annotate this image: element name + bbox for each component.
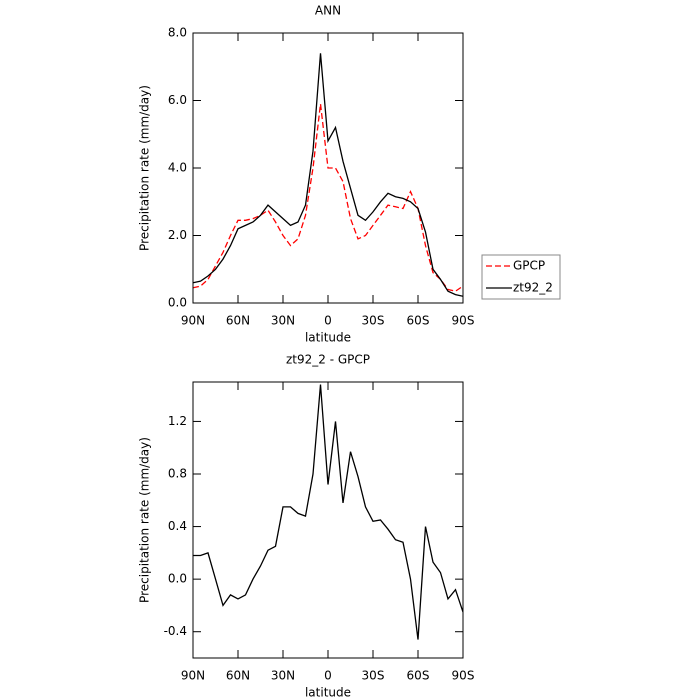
- y-tick-label: 0.4: [168, 519, 187, 533]
- legend-box: [481, 254, 561, 300]
- x-tick-label: 0: [324, 314, 332, 328]
- y-tick-label: 2.0: [168, 228, 187, 242]
- y-tick-label: -0.4: [164, 624, 187, 638]
- y-tick-label: 0.0: [168, 296, 187, 310]
- y-axis-label: Precipitation rate (mm/day): [138, 437, 152, 603]
- x-axis-label: latitude: [305, 331, 351, 345]
- x-tick-label: 30N: [271, 669, 295, 683]
- y-tick-label: 8.0: [168, 26, 187, 40]
- x-tick-label: 90N: [181, 314, 205, 328]
- y-tick-label: 4.0: [168, 161, 187, 175]
- x-tick-label: 90S: [452, 314, 475, 328]
- chart-title: zt92_2 - GPCP: [286, 353, 370, 367]
- chart-title: ANN: [315, 4, 341, 18]
- data-line: [193, 103, 463, 292]
- y-axis-label: Precipitation rate (mm/day): [138, 85, 152, 251]
- x-tick-label: 90S: [452, 669, 475, 683]
- plot-frame: [192, 381, 464, 659]
- y-tick-label: 1.2: [168, 414, 187, 428]
- x-tick-label: 60S: [407, 314, 430, 328]
- y-tick-label: 0.8: [168, 467, 187, 481]
- x-tick-label: 90N: [181, 669, 205, 683]
- legend-label: zt92_2: [513, 281, 553, 295]
- y-tick-label: 0.0: [168, 572, 187, 586]
- x-tick-label: 60N: [226, 669, 250, 683]
- x-tick-label: 30S: [362, 314, 385, 328]
- plot-frame: [192, 32, 464, 304]
- y-tick-label: 6.0: [168, 93, 187, 107]
- data-line: [193, 384, 463, 640]
- x-tick-label: 60N: [226, 314, 250, 328]
- x-tick-label: 0: [324, 669, 332, 683]
- x-axis-label: latitude: [305, 686, 351, 700]
- x-tick-label: 60S: [407, 669, 430, 683]
- legend-label: GPCP: [513, 259, 545, 273]
- x-tick-label: 30S: [362, 669, 385, 683]
- x-tick-label: 30N: [271, 314, 295, 328]
- data-line: [193, 53, 463, 297]
